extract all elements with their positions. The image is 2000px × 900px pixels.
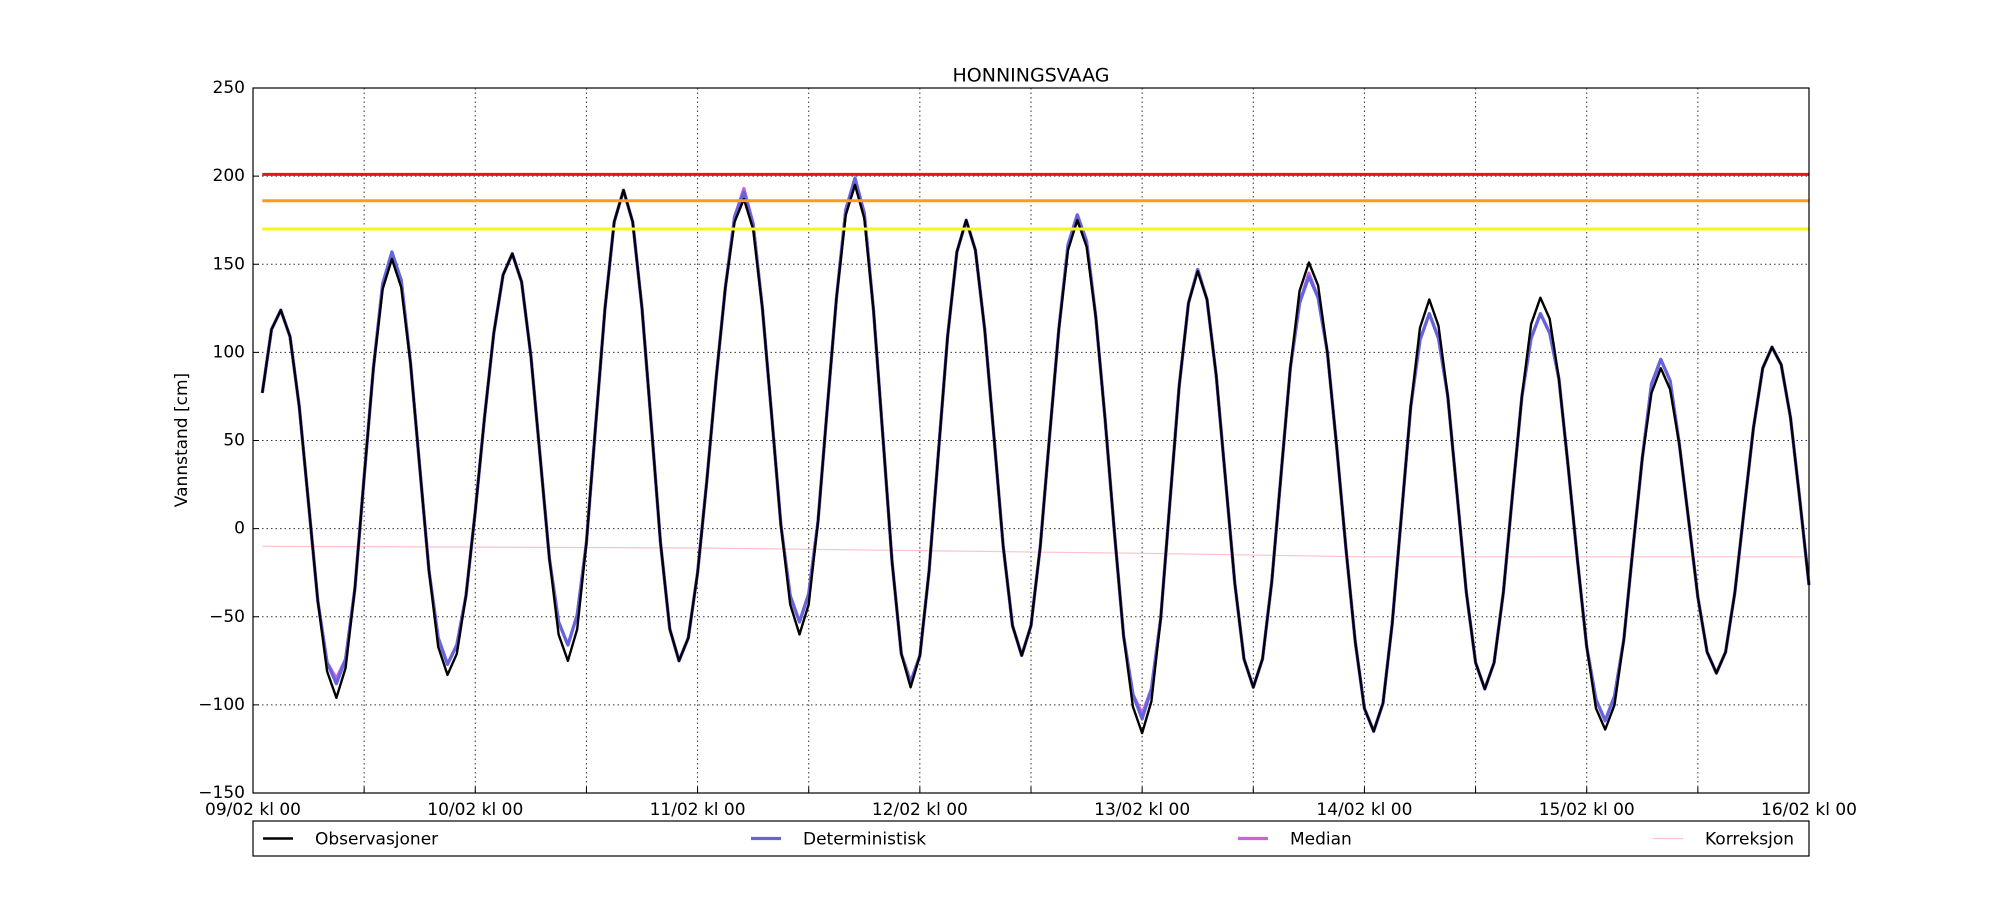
legend-label: Median [1290,830,1352,850]
legend-label: Deterministisk [803,830,926,850]
legend-box [252,820,1810,857]
legend-label: Observasjoner [315,830,438,850]
y-axis-label: Vannstand [cm] [172,373,192,507]
x-tick-label: 16/02 kl 00 [1761,800,1857,820]
x-tick-label: 09/02 kl 00 [205,800,301,820]
y-tick-label: 0 [234,519,245,539]
y-tick-label: 150 [213,254,245,274]
y-tick-label: −100 [198,695,245,715]
y-tick-label: −150 [198,783,245,803]
legend-label: Korreksjon [1705,830,1794,850]
y-tick-label: 50 [223,431,245,451]
x-tick-label: 13/02 kl 00 [1094,800,1190,820]
x-tick-label: 11/02 kl 00 [650,800,746,820]
series-line [262,545,1809,558]
series-line [261,183,1811,735]
x-tick-label: 12/02 kl 00 [872,800,968,820]
y-tick-label: −50 [209,607,245,627]
chart-title: HONNINGSVAAG [953,65,1110,87]
plot-frame [252,87,1810,794]
y-tick-label: 200 [213,166,245,186]
x-tick-label: 15/02 kl 00 [1539,800,1635,820]
x-tick-label: 14/02 kl 00 [1316,800,1412,820]
x-tick-label: 10/02 kl 00 [427,800,523,820]
y-tick-label: 100 [213,342,245,362]
y-tick-label: 250 [213,78,245,98]
series-line [260,176,1811,733]
